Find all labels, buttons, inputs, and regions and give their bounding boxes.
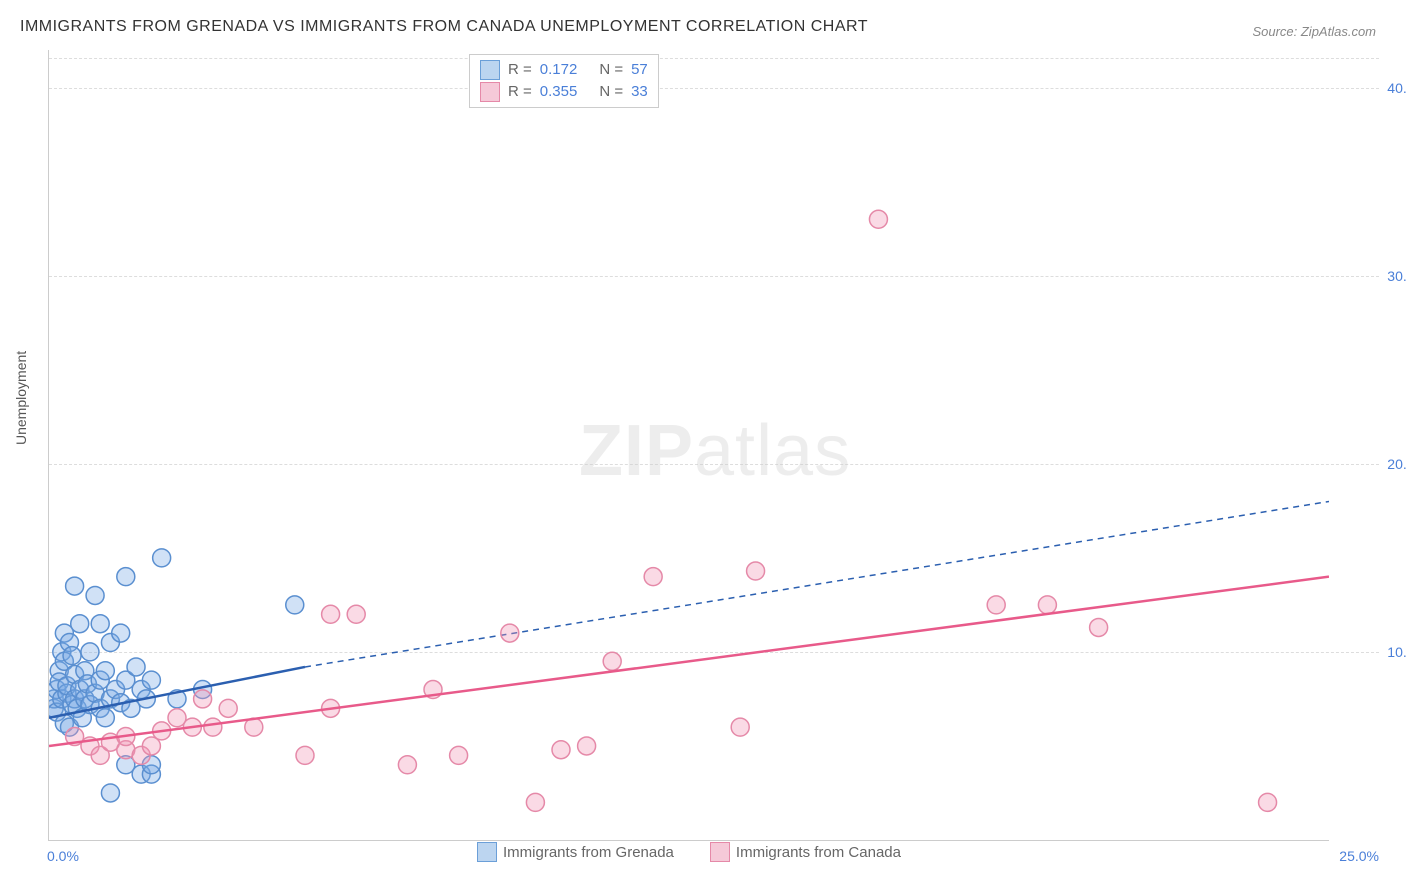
x-tick-25: 25.0% — [1339, 848, 1379, 864]
data-point-canada — [987, 596, 1005, 614]
data-point-canada — [219, 699, 237, 717]
data-point-grenada — [142, 671, 160, 689]
data-point-grenada — [63, 647, 81, 665]
data-point-canada — [194, 690, 212, 708]
regression-line-canada — [49, 577, 1329, 746]
data-point-canada — [501, 624, 519, 642]
legend-item-grenada: Immigrants from Grenada — [477, 842, 674, 862]
series-legend: Immigrants from Grenada Immigrants from C… — [49, 842, 1329, 866]
y-tick-label: 20.0% — [1383, 456, 1406, 472]
scatter-plot-svg — [49, 50, 1329, 840]
data-point-canada — [347, 605, 365, 623]
correlation-legend: R =0.172N =57R =0.355N =33 — [469, 54, 659, 108]
data-point-grenada — [91, 615, 109, 633]
y-tick-label: 40.0% — [1383, 80, 1406, 96]
data-point-grenada — [112, 624, 130, 642]
data-point-grenada — [81, 643, 99, 661]
y-tick-label: 30.0% — [1383, 268, 1406, 284]
swatch-canada-icon — [710, 842, 730, 862]
chart-title: IMMIGRANTS FROM GRENADA VS IMMIGRANTS FR… — [20, 18, 868, 36]
plot-region: ZIPatlas 10.0%20.0%30.0%40.0% 0.0% 25.0%… — [48, 50, 1329, 841]
chart-area: Unemployment ZIPatlas 10.0%20.0%30.0%40.… — [48, 50, 1378, 840]
data-point-canada — [578, 737, 596, 755]
data-point-canada — [450, 746, 468, 764]
data-point-grenada — [96, 709, 114, 727]
data-point-canada — [1090, 618, 1108, 636]
swatch-grenada-icon — [480, 60, 500, 80]
data-point-grenada — [127, 658, 145, 676]
data-point-canada — [747, 562, 765, 580]
source-attribution: Source: ZipAtlas.com — [1252, 24, 1376, 39]
data-point-grenada — [86, 586, 104, 604]
data-point-canada — [644, 568, 662, 586]
y-axis-label: Unemployment — [13, 351, 29, 445]
swatch-canada-icon — [480, 82, 500, 102]
data-point-canada — [322, 605, 340, 623]
data-point-grenada — [101, 784, 119, 802]
data-point-canada — [398, 756, 416, 774]
data-point-canada — [603, 652, 621, 670]
legend-row-canada: R =0.355N =33 — [480, 81, 648, 103]
data-point-grenada — [117, 568, 135, 586]
legend-item-canada: Immigrants from Canada — [710, 842, 901, 862]
data-point-canada — [1038, 596, 1056, 614]
y-tick-label: 10.0% — [1383, 644, 1406, 660]
data-point-canada — [204, 718, 222, 736]
data-point-grenada — [286, 596, 304, 614]
swatch-grenada-icon — [477, 842, 497, 862]
data-point-canada — [552, 741, 570, 759]
data-point-canada — [869, 210, 887, 228]
data-point-canada — [296, 746, 314, 764]
data-point-grenada — [66, 577, 84, 595]
data-point-grenada — [71, 615, 89, 633]
data-point-canada — [1259, 793, 1277, 811]
data-point-canada — [526, 793, 544, 811]
data-point-canada — [731, 718, 749, 736]
legend-row-grenada: R =0.172N =57 — [480, 59, 648, 81]
regression-line-dashed-grenada — [305, 501, 1329, 667]
data-point-grenada — [153, 549, 171, 567]
data-point-grenada — [96, 662, 114, 680]
